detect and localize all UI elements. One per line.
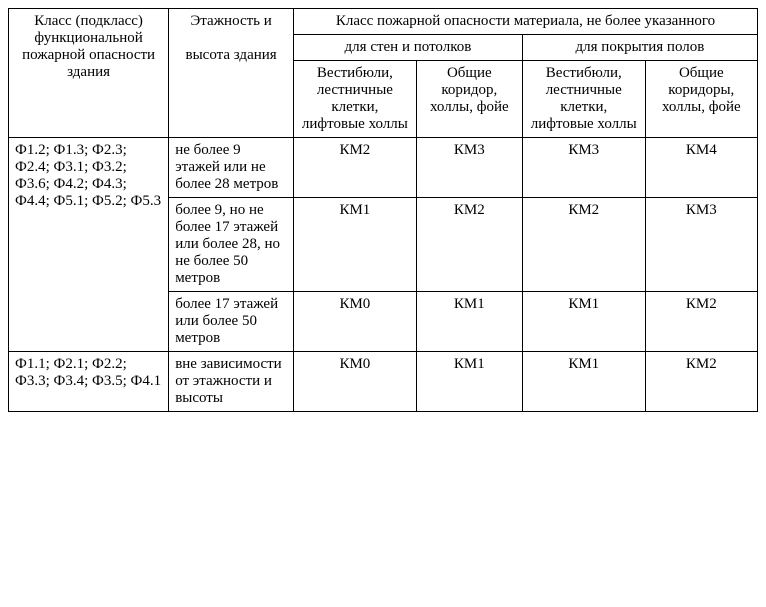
value-cell: КМ2: [645, 352, 757, 412]
value-cell: КМ1: [522, 292, 645, 352]
value-cell: КМ1: [416, 292, 522, 352]
value-cell: КМ3: [416, 138, 522, 198]
value-cell: КМ2: [294, 138, 417, 198]
header-common-1: Общие коридор, холлы, фойе: [416, 61, 522, 138]
value-cell: КМ0: [294, 292, 417, 352]
header-floors: Этажность и высота здания: [169, 9, 294, 138]
header-floors-top: Этажность и: [190, 13, 271, 29]
header-walls: для стен и потолков: [294, 35, 523, 61]
class-group-cell: Ф1.1; Ф2.1; Ф2.2; Ф3.3; Ф3.4; Ф3.5; Ф4.1: [9, 352, 169, 412]
value-cell: КМ1: [522, 352, 645, 412]
value-cell: КМ2: [416, 198, 522, 292]
value-cell: КМ2: [522, 198, 645, 292]
floors-cell: вне зависимости от этажности и высоты: [169, 352, 294, 412]
floors-cell: не более 9 этажей или не более 28 метров: [169, 138, 294, 198]
floors-cell: более 17 этажей или более 50 метров: [169, 292, 294, 352]
header-vestibules-2: Вестибюли, лестничные клетки, лифтовые х…: [522, 61, 645, 138]
header-common-2: Общие коридоры, холлы, фойе: [645, 61, 757, 138]
header-vestibules-1: Вестибюли, лестничные клетки, лифтовые х…: [294, 61, 417, 138]
value-cell: КМ1: [294, 198, 417, 292]
value-cell: КМ3: [645, 198, 757, 292]
header-material: Класс пожарной опасности материала, не б…: [294, 9, 758, 35]
header-floors-bottom: высота здания: [186, 47, 277, 63]
value-cell: КМ2: [645, 292, 757, 352]
class-group-cell: Ф1.2; Ф1.3; Ф2.3; Ф2.4; Ф3.1; Ф3.2; Ф3.6…: [9, 138, 169, 352]
value-cell: КМ3: [522, 138, 645, 198]
value-cell: КМ0: [294, 352, 417, 412]
header-class: Класс (подкласс) функциональной пожарной…: [9, 9, 169, 138]
header-floors-cov: для покрытия полов: [522, 35, 757, 61]
value-cell: КМ4: [645, 138, 757, 198]
fire-hazard-table: Класс (подкласс) функциональной пожарной…: [8, 8, 758, 412]
value-cell: КМ1: [416, 352, 522, 412]
floors-cell: более 9, но не более 17 этажей или более…: [169, 198, 294, 292]
